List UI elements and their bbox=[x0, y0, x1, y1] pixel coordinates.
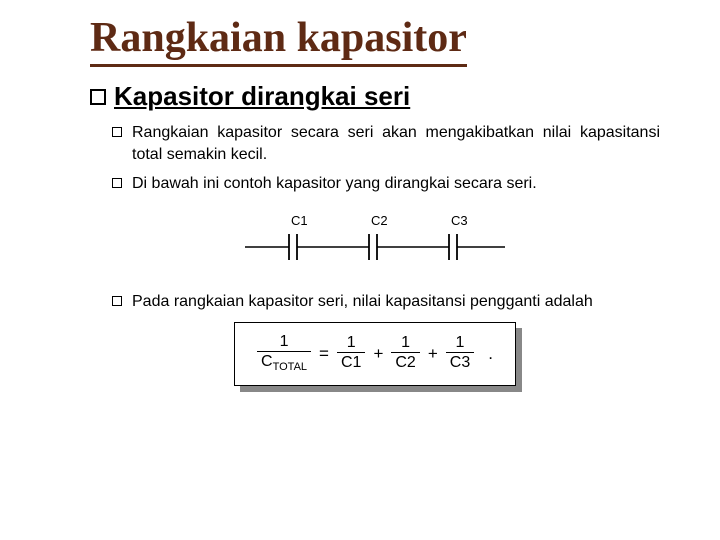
slide-title: Rangkaian kapasitor bbox=[90, 14, 467, 67]
bullet-3-text: Pada rangkaian kapasitor seri, nilai kap… bbox=[132, 291, 593, 313]
bullet-icon bbox=[112, 178, 122, 188]
frac-lhs: 1 CTOTAL bbox=[257, 333, 311, 374]
subtitle-row: Kapasitor dirangkai seri bbox=[90, 81, 660, 112]
series-capacitor-svg: C1 C2 C3 bbox=[235, 211, 515, 271]
frac-t2: 1 C2 bbox=[391, 334, 419, 373]
cap-label-c2: C2 bbox=[371, 213, 388, 228]
bullet-1: Rangkaian kapasitor secara seri akan men… bbox=[90, 122, 660, 165]
plus-2: + bbox=[428, 344, 438, 364]
bullet-icon bbox=[112, 296, 122, 306]
frac-t3: 1 C3 bbox=[446, 334, 474, 373]
bullet-1-text: Rangkaian kapasitor secara seri akan men… bbox=[132, 122, 660, 165]
circuit-diagram: C1 C2 C3 bbox=[90, 211, 660, 271]
formula-box: 1 CTOTAL = 1 C1 + 1 C2 + 1 C3 . bbox=[234, 322, 516, 385]
formula: 1 CTOTAL = 1 C1 + 1 C2 + 1 C3 . bbox=[234, 322, 516, 385]
bullet-3: Pada rangkaian kapasitor seri, nilai kap… bbox=[90, 291, 660, 313]
cap-label-c1: C1 bbox=[291, 213, 308, 228]
bullet-2-text: Di bawah ini contoh kapasitor yang diran… bbox=[132, 173, 537, 195]
cap-label-c3: C3 bbox=[451, 213, 468, 228]
subtitle-bullet-icon bbox=[90, 89, 106, 105]
formula-container: 1 CTOTAL = 1 C1 + 1 C2 + 1 C3 . bbox=[90, 322, 660, 385]
plus-1: + bbox=[373, 344, 383, 364]
equals-sign: = bbox=[319, 344, 329, 364]
formula-period: . bbox=[488, 344, 493, 364]
slide: Rangkaian kapasitor Kapasitor dirangkai … bbox=[0, 0, 720, 540]
frac-lhs-num: 1 bbox=[276, 333, 293, 351]
frac-t1: 1 C1 bbox=[337, 334, 365, 373]
frac-lhs-den: CTOTAL bbox=[257, 351, 311, 374]
slide-subtitle: Kapasitor dirangkai seri bbox=[114, 81, 410, 112]
bullet-icon bbox=[112, 127, 122, 137]
bullet-2: Di bawah ini contoh kapasitor yang diran… bbox=[90, 173, 660, 195]
